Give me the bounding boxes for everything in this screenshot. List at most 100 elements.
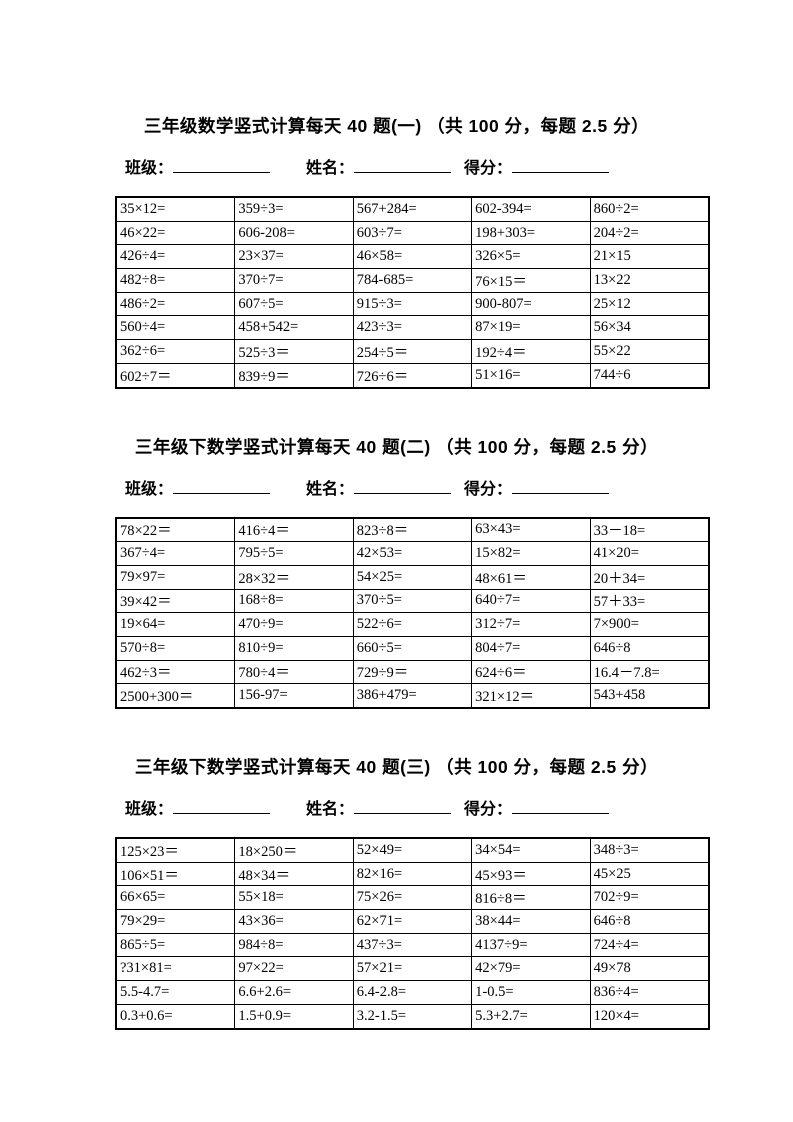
problem-cell: 839÷9＝	[234, 362, 354, 389]
name-blank-line	[354, 158, 452, 173]
problem-cell: 35×12=	[115, 196, 236, 222]
class-blank-line	[173, 479, 271, 494]
table-row: 865÷5= 984÷8= 437÷3= 4137÷9= 724÷4=	[115, 932, 710, 958]
student-info-fields: 班级： 姓名： 得分：	[125, 158, 793, 179]
problem-cell: 915÷3=	[352, 291, 473, 317]
problem-cell: 458+542=	[234, 315, 354, 341]
problem-cell: 54×25=	[352, 564, 473, 590]
worksheet-title: 三年级下数学竖式计算每天 40 题(三) （共 100 分，每题 2.5 分）	[134, 757, 659, 777]
problem-cell: 784-685=	[352, 268, 473, 293]
problem-cell: 823÷8＝	[352, 516, 473, 543]
problem-cell: 55×22	[589, 339, 710, 364]
table-row: 79×29= 43×36= 62×71= 38×44= 646÷8	[115, 909, 710, 934]
problem-cell: 426÷4=	[115, 244, 236, 270]
problem-cell: 45×93＝	[471, 861, 591, 887]
class-label: 班级：	[125, 480, 174, 498]
problem-cell: 55×18=	[234, 885, 354, 911]
problem-cell: 570÷8=	[115, 635, 236, 661]
problem-cell: 106×51＝	[115, 861, 236, 887]
problem-cell: 21×15	[589, 244, 710, 270]
problem-cell: 79×29=	[115, 909, 236, 934]
table-row: 2500+300＝ 156-97= 386+479= 321×12＝ 543+458	[115, 683, 710, 709]
problem-cell: 156-97=	[234, 683, 354, 709]
worksheet-title: 三年级数学竖式计算每天 40 题(一) （共 100 分，每题 2.5 分）	[143, 116, 650, 136]
problem-cell: 75×26=	[352, 885, 473, 911]
problem-cell: ?31×81=	[115, 956, 236, 982]
problem-cell: 370÷5=	[352, 588, 473, 614]
table-row: 367÷4= 795÷5= 42×53= 15×82= 41×20=	[115, 541, 710, 566]
problem-cell: 23×37=	[234, 244, 354, 270]
problem-cell: 860÷2=	[589, 196, 710, 222]
problem-cell: 624÷6＝	[471, 659, 591, 685]
table-row: 362÷6= 525÷3＝ 254÷5＝ 192÷4＝ 55×22	[115, 339, 710, 364]
score-label: 得分：	[464, 801, 513, 818]
problem-cell: 87×19=	[471, 315, 591, 341]
name-blank-line	[354, 799, 452, 814]
problem-cell: 816÷8＝	[471, 885, 591, 911]
class-blank-line	[173, 158, 271, 173]
table-row: 125×23＝ 18×250＝ 52×49= 34×54= 348÷3=	[115, 837, 710, 863]
table-row: 78×22＝ 416÷4＝ 823÷8＝ 63×43= 33－18=	[115, 516, 710, 543]
class-blank-line	[173, 799, 271, 814]
problem-cell: 6.6+2.6=	[234, 980, 354, 1005]
problem-cell: 39×42＝	[115, 588, 236, 614]
problem-cell: 606-208=	[234, 220, 354, 246]
score-label: 得分：	[464, 160, 513, 177]
table-row: 46×22= 606-208= 603÷7= 198+303= 204÷2=	[115, 220, 710, 246]
problem-cell: 2500+300＝	[115, 683, 236, 709]
problem-cell: 19×64=	[115, 612, 236, 637]
problem-cell: 78×22＝	[115, 516, 236, 543]
problem-cell: 326×5=	[471, 244, 591, 270]
problem-cell: 522÷6=	[352, 612, 473, 637]
problem-cell: 204÷2=	[589, 220, 710, 246]
problem-cell: 362÷6=	[115, 339, 236, 364]
table-row: 39×42＝ 168÷8= 370÷5= 640÷7= 57＋33=	[115, 588, 710, 614]
problem-cell: 125×23＝	[115, 837, 236, 863]
problem-cell: 7×900=	[589, 612, 710, 637]
problem-cell: 45×25	[589, 861, 710, 887]
problem-cell: 602÷7＝	[115, 362, 236, 389]
problem-cell: 6.4-2.8=	[352, 980, 473, 1005]
problem-cell: 62×71=	[352, 909, 473, 934]
name-label: 姓名：	[306, 160, 355, 177]
problem-cell: 120×4=	[589, 1003, 710, 1030]
problem-cell: 603÷7=	[352, 220, 473, 246]
problem-cell: 48×34＝	[234, 861, 354, 887]
problem-cell: 48×61＝	[471, 564, 591, 590]
problem-cell: 646÷8	[589, 909, 710, 934]
problem-cell: 254÷5＝	[352, 339, 473, 364]
problem-cell: 359÷3=	[234, 196, 354, 222]
name-label: 姓名：	[306, 480, 355, 498]
problem-cell: 1-0.5=	[471, 980, 591, 1005]
table-row: 602÷7＝ 839÷9＝ 726÷6＝ 51×16= 744÷6	[115, 362, 710, 389]
problem-cell: 82×16=	[352, 861, 473, 887]
problems-table-3: 125×23＝ 18×250＝ 52×49= 34×54= 348÷3= 106×51＝ 4…	[115, 837, 710, 1030]
problem-cell: 810÷9=	[234, 635, 354, 661]
student-info-fields: 班级： 姓名： 得分：	[125, 799, 793, 820]
table-row: 66×65= 55×18= 75×26= 816÷8＝ 702÷9=	[115, 885, 710, 911]
problem-cell: 97×22=	[234, 956, 354, 982]
problem-cell: 43×36=	[234, 909, 354, 934]
table-row: ?31×81= 97×22= 57×21= 42×79= 49×78	[115, 956, 710, 982]
table-row: 19×64= 470÷9= 522÷6= 312÷7= 7×900=	[115, 612, 710, 637]
problem-cell: 370÷7=	[234, 268, 354, 293]
table-row: 462÷3＝ 780÷4＝ 729÷9＝ 624÷6＝ 16.4－7.8=	[115, 659, 710, 685]
problem-cell: 5.3+2.7=	[471, 1003, 591, 1030]
problem-cell: 34×54=	[471, 837, 591, 863]
problem-cell: 602-394=	[471, 196, 591, 222]
problem-cell: 543+458	[589, 683, 710, 709]
score-label: 得分：	[464, 480, 513, 498]
problem-cell: 437÷3=	[352, 932, 473, 958]
worksheet-section-3: 三年级下数学竖式计算每天 40 题(三) （共 100 分，每题 2.5 分） …	[0, 755, 793, 1030]
problem-cell: 486÷2=	[115, 291, 236, 317]
problem-cell: 836÷4=	[589, 980, 710, 1005]
problem-cell: 804÷7=	[471, 635, 591, 661]
problem-cell: 744÷6	[589, 362, 710, 389]
problem-cell: 66×65=	[115, 885, 236, 911]
problem-cell: 482÷8=	[115, 268, 236, 293]
score-blank-line	[512, 479, 610, 494]
table-row: 560÷4= 458+542= 423÷3= 87×19= 56×34	[115, 315, 710, 341]
problem-cell: 416÷4＝	[234, 516, 354, 543]
problem-cell: 46×22=	[115, 220, 236, 246]
